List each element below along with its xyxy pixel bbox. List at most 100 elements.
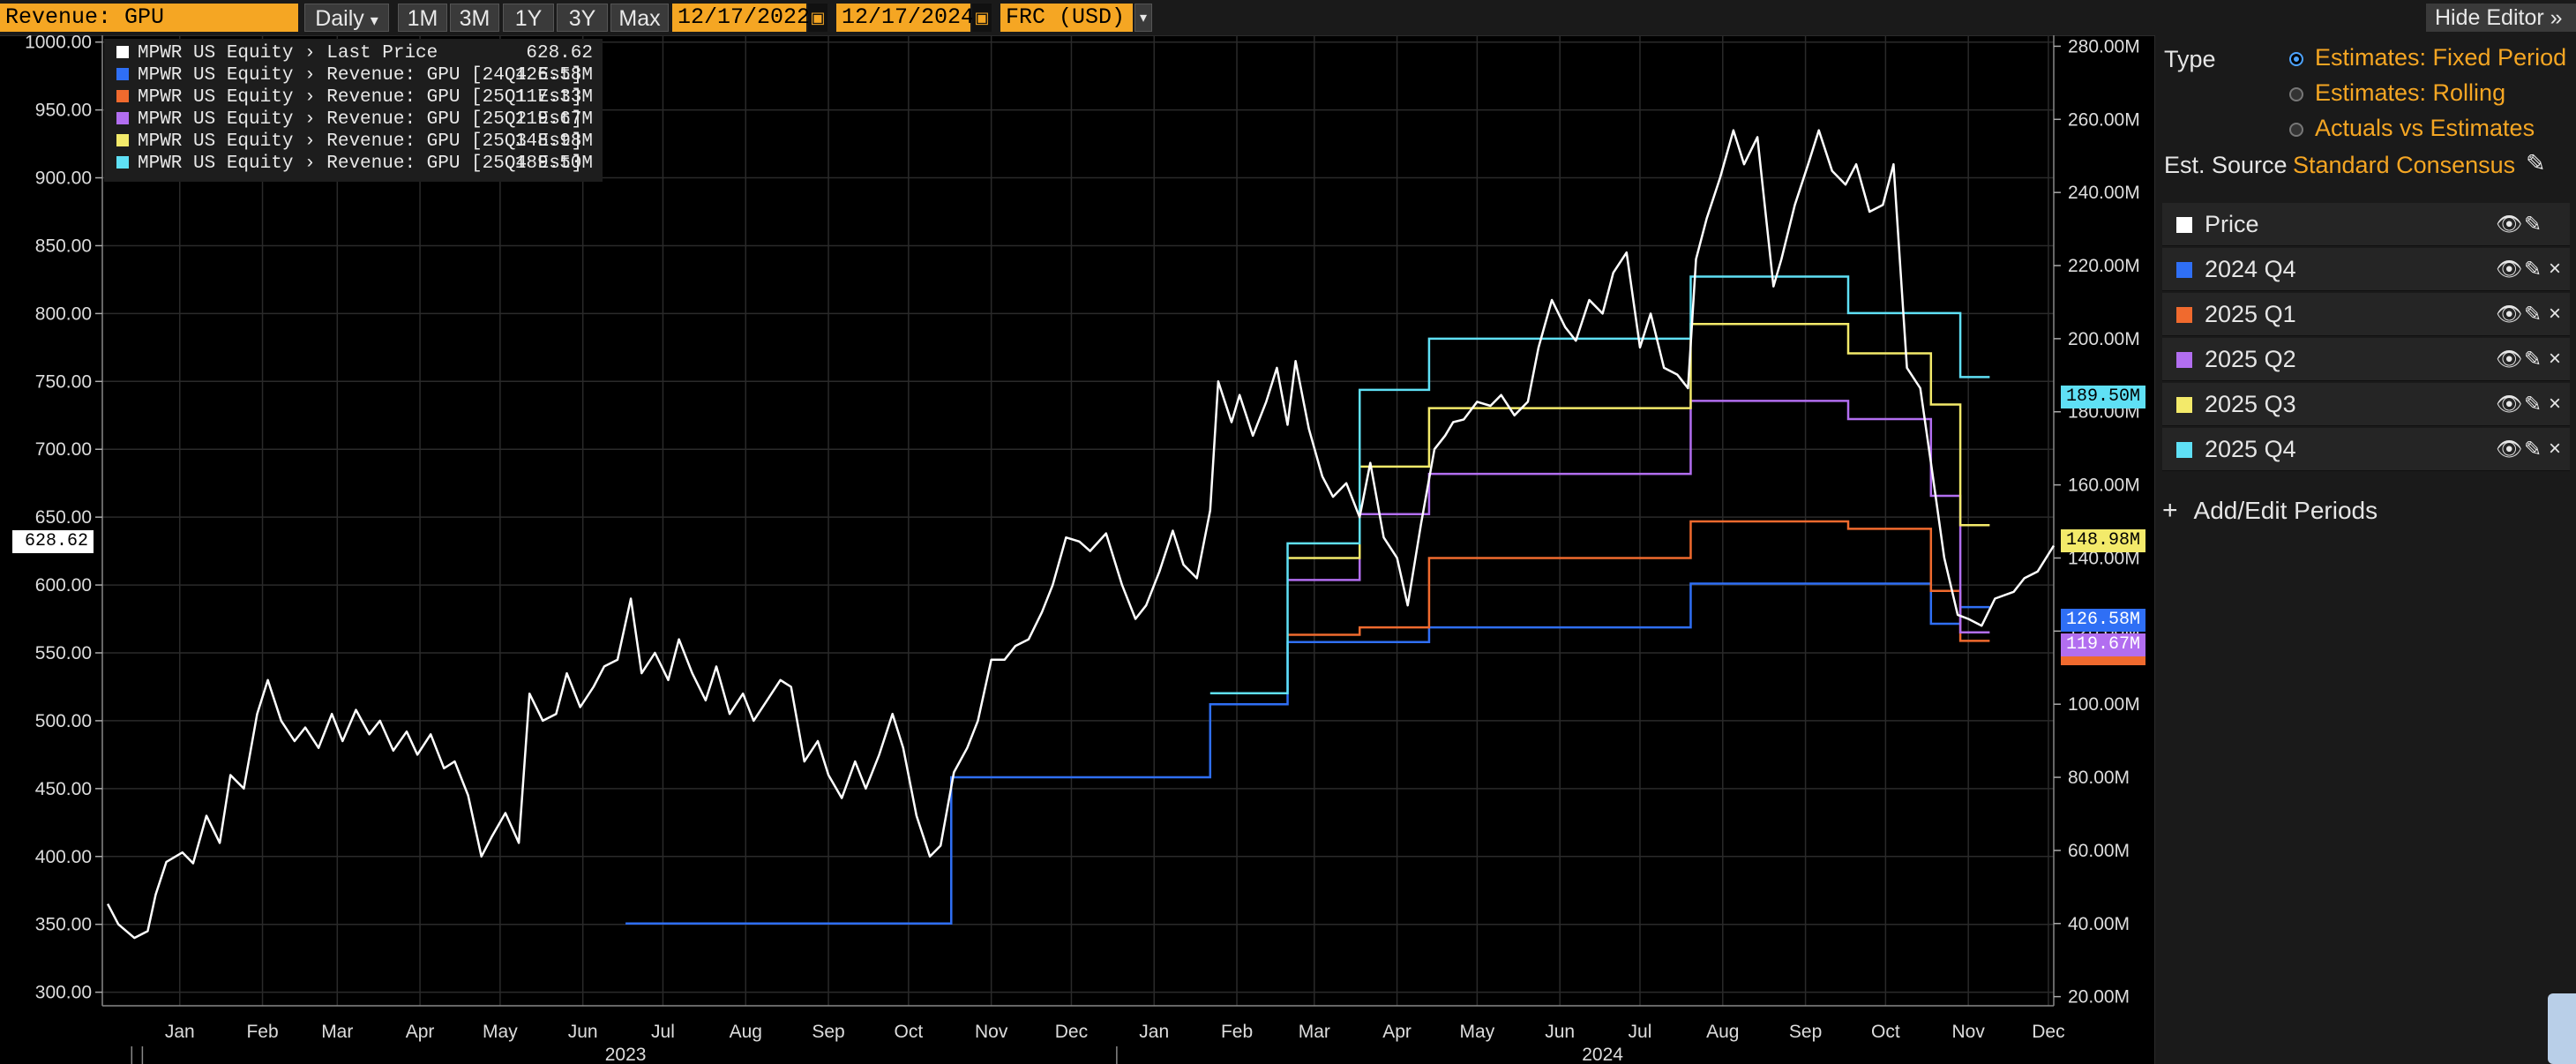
left-axis-tick-label: 450.00	[35, 779, 92, 799]
pencil-icon[interactable]: ✎	[2524, 438, 2542, 461]
month-tick-label: Dec	[2032, 1022, 2064, 1042]
range-max-button[interactable]: Max	[610, 4, 669, 32]
series-row-2025-q2[interactable]: 2025 Q2 👁 ✎ ×	[2162, 338, 2570, 381]
month-tick-label: Aug	[1706, 1022, 1739, 1042]
year-tick-label: 2023	[605, 1045, 647, 1064]
eye-icon[interactable]: 👁	[2496, 303, 2523, 326]
series-row-price[interactable]: Price 👁 ✎	[2162, 203, 2570, 246]
estimate-series-2025-q4	[1209, 275, 1990, 695]
range-3y-button[interactable]: 3Y	[557, 4, 608, 32]
range-1y-button[interactable]: 1Y	[503, 4, 554, 32]
close-icon[interactable]: ×	[2549, 392, 2562, 416]
eye-icon[interactable]: 👁	[2496, 258, 2523, 281]
add-edit-periods-label: Add/Edit Periods	[2193, 497, 2378, 524]
range-3m-button[interactable]: 3M	[450, 4, 499, 32]
eye-icon[interactable]: 👁	[2496, 438, 2523, 461]
chevron-down-icon[interactable]: ▾	[1134, 4, 1152, 32]
option-fixed-period[interactable]: Estimates: Fixed Period	[2315, 44, 2567, 71]
chat-tab-button[interactable]	[2548, 993, 2576, 1064]
pencil-icon[interactable]: ✎	[2524, 213, 2542, 236]
left-axis-tick-label: 700.00	[35, 439, 92, 460]
left-axis-tick-label: 400.00	[35, 847, 92, 867]
calendar-icon[interactable]: ▣	[972, 4, 992, 32]
option-actuals-vs-estimates[interactable]: Actuals vs Estimates	[2315, 115, 2535, 141]
right-axis-tick-label: 140.00M	[2068, 548, 2140, 568]
right-axis-tick-label: 20.00M	[2068, 987, 2130, 1008]
series-list: Price 👁 ✎ 2024 Q4 👁 ✎ × 2025 Q1 👁 ✎ × 20…	[2162, 203, 2570, 473]
series-label: Price	[2205, 211, 2259, 237]
legend-label: MPWR US Equity › Revenue: GPU [25Q4 Est]	[138, 154, 583, 174]
left-axis-tick-label: 300.00	[35, 983, 92, 1003]
legend-value: 117.33M	[514, 87, 593, 108]
month-tick-label: Jul	[1629, 1022, 1652, 1042]
close-icon[interactable]: ×	[2549, 347, 2562, 371]
add-edit-periods-button[interactable]: + Add/Edit Periods	[2162, 496, 2378, 526]
price-value-flag: 628.62	[12, 530, 94, 553]
plus-icon: +	[2162, 496, 2178, 525]
legend-value: 126.58M	[514, 65, 593, 86]
frequency-dropdown[interactable]: Daily ▾	[304, 4, 389, 32]
series-row-2025-q1[interactable]: 2025 Q1 👁 ✎ ×	[2162, 293, 2570, 336]
close-icon[interactable]: ×	[2549, 437, 2562, 461]
chevron-down-icon: ▾	[370, 11, 378, 29]
field-input[interactable]: Revenue: GPU	[0, 4, 298, 32]
legend-item-25q4: MPWR US Equity › Revenue: GPU [25Q4 Est]…	[116, 153, 593, 175]
q3-2025-value-flag: 148.98M	[2061, 529, 2145, 552]
hide-editor-label: Hide Editor	[2435, 5, 2544, 30]
right-axis-tick-label: 80.00M	[2068, 768, 2130, 788]
close-icon[interactable]: ×	[2549, 302, 2562, 326]
eye-icon[interactable]: 👁	[2496, 393, 2523, 416]
series-swatch	[2176, 352, 2192, 368]
legend-item-price: MPWR US Equity › Last Price 628.62	[116, 42, 593, 64]
radio-actuals-vs-estimates[interactable]	[2289, 123, 2303, 137]
editor-panel: Type Estimates: Fixed Period Estimates: …	[2154, 35, 2576, 1064]
end-date-input[interactable]: 12/17/2024	[836, 4, 974, 32]
eye-icon[interactable]: 👁	[2496, 213, 2523, 236]
series-label: 2025 Q4	[2205, 436, 2296, 462]
series-row-2025-q4[interactable]: 2025 Q4 👁 ✎ ×	[2162, 428, 2570, 471]
close-icon[interactable]: ×	[2549, 257, 2562, 281]
pencil-icon[interactable]: ✎	[2524, 348, 2542, 371]
currency-input[interactable]: FRC (USD)	[1000, 4, 1133, 32]
q4-2024-value-flag: 126.58M	[2061, 609, 2145, 632]
series-row-2025-q3[interactable]: 2025 Q3 👁 ✎ ×	[2162, 383, 2570, 426]
frequency-label: Daily	[315, 6, 364, 31]
month-tick-label: Jan	[165, 1022, 195, 1042]
month-tick-label: Sep	[812, 1022, 844, 1042]
pencil-icon[interactable]: ✎	[2524, 393, 2542, 416]
pencil-icon[interactable]: ✎	[2524, 258, 2542, 281]
left-axis-tick-label: 650.00	[35, 507, 92, 528]
estimate-series-2025-q2	[1287, 400, 1990, 633]
hide-editor-button[interactable]: Hide Editor »	[2426, 4, 2576, 32]
right-axis-tick-label: 200.00M	[2068, 329, 2140, 349]
q4-2025-value-flag: 189.50M	[2061, 386, 2145, 408]
month-tick-label: Oct	[1871, 1022, 1900, 1042]
month-tick-label: May	[1460, 1022, 1495, 1042]
eye-icon[interactable]: 👁	[2496, 348, 2523, 371]
radio-fixed-period[interactable]	[2289, 52, 2303, 66]
left-axis-tick-label: 1000.00	[25, 35, 92, 53]
month-tick-label: Feb	[1221, 1022, 1253, 1042]
price-estimates-chart: 300.00 350.00 400.00 450.00 500.00 550.00 600.…	[25, 35, 2140, 1064]
option-rolling[interactable]: Estimates: Rolling	[2315, 79, 2506, 106]
range-1m-button[interactable]: 1M	[398, 4, 447, 32]
est-source-value[interactable]: Standard Consensus	[2293, 152, 2516, 178]
left-axis-tick-label: 500.00	[35, 711, 92, 731]
radio-rolling[interactable]	[2289, 87, 2303, 101]
legend-swatch	[116, 90, 129, 102]
series-label: 2024 Q4	[2205, 256, 2296, 282]
start-date-input[interactable]: 12/17/2022	[672, 4, 810, 32]
right-axis-tick-label: 220.00M	[2068, 256, 2140, 276]
legend-item-24q4: MPWR US Equity › Revenue: GPU [24Q4 Est]…	[116, 64, 593, 86]
series-swatch	[2176, 307, 2192, 323]
series-swatch	[2176, 217, 2192, 233]
legend-swatch	[116, 134, 129, 146]
month-tick-label: May	[483, 1022, 518, 1042]
series-row-2024-q4[interactable]: 2024 Q4 👁 ✎ ×	[2162, 248, 2570, 291]
legend-value: 119.67M	[514, 109, 593, 130]
pencil-icon[interactable]: ✎	[2526, 150, 2546, 176]
type-label: Type	[2164, 46, 2216, 72]
pencil-icon[interactable]: ✎	[2524, 303, 2542, 326]
calendar-icon[interactable]: ▣	[808, 4, 827, 32]
month-tick-label: Aug	[730, 1022, 762, 1042]
